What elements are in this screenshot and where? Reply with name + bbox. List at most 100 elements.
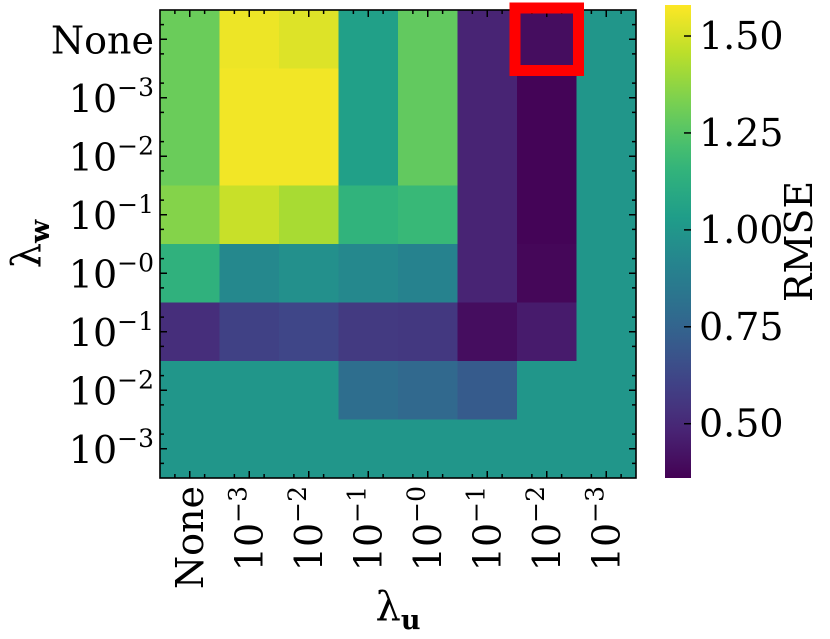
x-tick-labels: None 10−310−210−110−010−110−210−3 bbox=[168, 486, 629, 589]
x-tick-label-group: 10−1 bbox=[461, 486, 509, 571]
y-tick-label: 10−1 bbox=[69, 307, 154, 355]
heatmap-cell bbox=[338, 68, 399, 128]
x-axis-title: λu bbox=[376, 584, 421, 636]
heatmap-cell bbox=[338, 361, 399, 420]
heatmap-cell bbox=[160, 185, 220, 245]
heatmap-cell bbox=[219, 361, 280, 420]
x-tick-label: 10−3 bbox=[580, 486, 628, 571]
colorbar-ticks: 0.50 0.75 1.00 1.25 1.50 bbox=[684, 14, 784, 446]
heatmap-cell bbox=[160, 302, 220, 362]
heatmap-cell bbox=[457, 185, 518, 245]
heatmap-cell bbox=[576, 68, 637, 128]
heatmap-cell bbox=[279, 68, 339, 128]
heatmap-cell bbox=[279, 361, 339, 420]
heatmap-cell bbox=[160, 244, 220, 303]
heatmap-cell bbox=[219, 10, 280, 69]
heatmap-cell bbox=[517, 419, 577, 479]
heatmap-cell bbox=[338, 419, 399, 479]
heatmap-cell bbox=[517, 10, 577, 69]
y-tick-label: 10−2 bbox=[69, 131, 154, 179]
y-tick-label: 10−3 bbox=[69, 424, 154, 472]
heatmap-cell bbox=[517, 302, 577, 362]
heatmap-cell bbox=[279, 10, 339, 69]
heatmap-cell bbox=[517, 361, 577, 420]
x-tick-label: None bbox=[168, 486, 212, 589]
heatmap-cell bbox=[219, 244, 280, 303]
x-tick-label-group: 10−3 bbox=[580, 486, 628, 571]
heatmap-cell bbox=[517, 185, 577, 245]
colorbar-tick-label: 0.75 bbox=[699, 305, 784, 349]
heatmap-cell bbox=[576, 127, 637, 186]
heatmap-cell bbox=[338, 185, 399, 245]
heatmap-cell bbox=[398, 419, 458, 479]
x-tick-label-group: 10−2 bbox=[283, 486, 331, 571]
heatmap-cell bbox=[457, 68, 518, 128]
y-tick-label: 10−1 bbox=[69, 190, 154, 238]
heatmap-cell bbox=[457, 302, 518, 362]
heatmap-cell bbox=[398, 244, 458, 303]
heatmap-cell bbox=[457, 419, 518, 479]
y-tick-label: 10−0 bbox=[69, 248, 154, 296]
heatmap-cell bbox=[398, 10, 458, 69]
colorbar bbox=[665, 5, 691, 478]
x-tick-label: 10−1 bbox=[342, 486, 390, 571]
y-tick-label: 10−2 bbox=[69, 365, 154, 413]
heatmap-cell bbox=[219, 302, 280, 362]
x-tick-label: 10−2 bbox=[521, 486, 569, 571]
heatmap-cell bbox=[457, 244, 518, 303]
heatmap-cell bbox=[160, 127, 220, 186]
heatmap-cell bbox=[160, 68, 220, 128]
heatmap-cell bbox=[517, 127, 577, 186]
colorbar-label: RMSE bbox=[777, 181, 821, 302]
y-axis-title: λw bbox=[4, 219, 56, 268]
x-tick-label-group: 10−0 bbox=[402, 486, 450, 571]
heatmap-cell bbox=[219, 127, 280, 186]
heatmap-cell bbox=[398, 68, 458, 128]
heatmap-cell bbox=[457, 361, 518, 420]
heatmap-cell bbox=[517, 244, 577, 303]
heatmap-cell bbox=[338, 302, 399, 362]
colorbar-tick-label: 0.50 bbox=[699, 402, 784, 446]
x-tick-label: 10−1 bbox=[461, 486, 509, 571]
heatmap-cell bbox=[160, 10, 220, 69]
heatmap-cell bbox=[576, 302, 637, 362]
heatmap-cell bbox=[279, 185, 339, 245]
heatmap-cell bbox=[279, 244, 339, 303]
heatmap-cell bbox=[398, 185, 458, 245]
heatmap-cell bbox=[457, 127, 518, 186]
x-tick-label: 10−0 bbox=[402, 486, 450, 571]
x-tick-label-group: 10−1 bbox=[342, 486, 390, 571]
highlight-box bbox=[509, 2, 584, 76]
heatmap-cell bbox=[398, 361, 458, 420]
heatmap-cell bbox=[398, 127, 458, 186]
heatmap-cell bbox=[219, 419, 280, 479]
x-tick-label-group: None bbox=[168, 486, 212, 589]
heatmap-cell bbox=[576, 10, 637, 69]
heatmap-cell bbox=[338, 127, 399, 186]
x-tick-label: 10−3 bbox=[223, 486, 271, 571]
heatmap-cell bbox=[160, 419, 220, 479]
heatmap-cell bbox=[398, 302, 458, 362]
heatmap-cell bbox=[338, 244, 399, 303]
x-tick-label: 10−2 bbox=[283, 486, 331, 571]
heatmap-cell bbox=[576, 185, 637, 245]
heatmap-cell bbox=[279, 419, 339, 479]
y-tick-label: None bbox=[51, 18, 154, 62]
heatmap-cell bbox=[219, 185, 280, 245]
heatmap-cell bbox=[160, 361, 220, 420]
heatmap-cell bbox=[576, 419, 637, 479]
colorbar-tick-label: 1.00 bbox=[699, 208, 784, 252]
heatmap-cell bbox=[576, 361, 637, 420]
y-tick-label: 10−3 bbox=[69, 73, 154, 121]
heatmap-cell bbox=[219, 68, 280, 128]
colorbar-tick-label: 1.25 bbox=[699, 111, 784, 155]
y-tick-labels: None 10−3 10−2 10−1 10−0 10−1 10−2 10−3 bbox=[51, 18, 154, 472]
x-tick-label-group: 10−3 bbox=[223, 486, 271, 571]
heatmap-cell bbox=[279, 302, 339, 362]
colorbar-tick-label: 1.50 bbox=[699, 14, 784, 58]
heatmap-cell bbox=[576, 244, 637, 303]
heatmap-cells bbox=[160, 10, 637, 479]
plot-frame bbox=[159, 9, 637, 479]
x-tick-label-group: 10−2 bbox=[521, 486, 569, 571]
